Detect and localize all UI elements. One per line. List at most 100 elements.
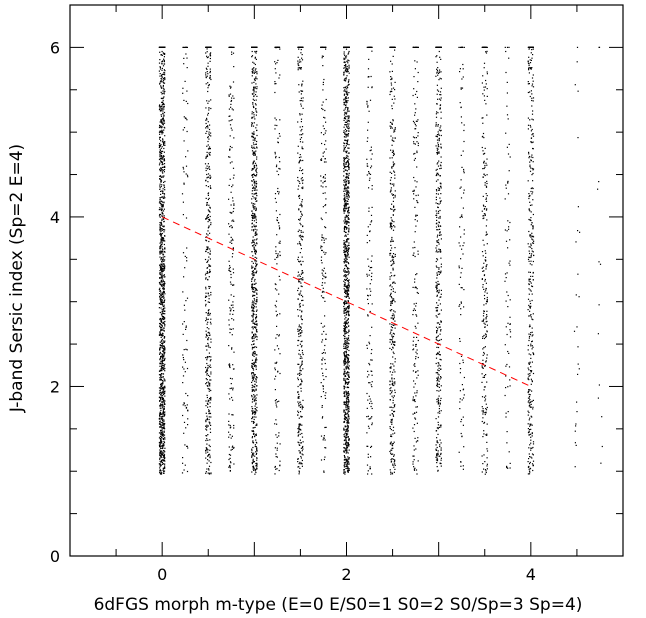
data-point	[162, 376, 164, 378]
data-point	[343, 142, 345, 144]
data-point	[348, 181, 350, 183]
data-point	[208, 309, 210, 311]
data-point	[210, 318, 212, 320]
data-point	[348, 335, 350, 337]
data-point	[348, 163, 350, 165]
data-point	[159, 453, 161, 455]
data-point	[161, 301, 163, 303]
data-point	[208, 107, 210, 109]
data-point	[185, 117, 187, 120]
data-point	[321, 405, 323, 407]
data-point	[345, 142, 347, 144]
data-point	[251, 471, 253, 473]
data-point	[347, 321, 349, 323]
data-point	[344, 326, 346, 329]
data-point	[255, 108, 257, 110]
data-point	[369, 99, 372, 101]
data-point	[159, 349, 161, 351]
data-point	[301, 187, 303, 189]
data-point	[255, 433, 257, 435]
data-point	[343, 345, 345, 347]
data-point	[346, 378, 348, 380]
data-point	[366, 344, 368, 346]
data-point	[161, 395, 163, 397]
data-point	[344, 185, 346, 187]
data-point	[251, 337, 253, 339]
data-point	[300, 103, 302, 105]
data-point	[301, 147, 303, 150]
data-point	[185, 156, 187, 158]
data-point	[252, 309, 254, 311]
data-point	[368, 171, 370, 173]
data-point	[162, 390, 164, 392]
data-point	[348, 306, 350, 308]
data-point	[343, 395, 345, 397]
data-point	[252, 204, 254, 206]
data-point	[343, 251, 345, 253]
data-point	[160, 409, 162, 411]
data-point	[160, 436, 162, 438]
data-point	[205, 132, 207, 134]
data-point	[371, 349, 373, 351]
data-point	[348, 315, 350, 317]
data-point	[323, 239, 325, 241]
data-point	[164, 403, 166, 405]
data-point	[207, 403, 209, 405]
data-point	[348, 227, 350, 229]
data-point	[276, 217, 278, 219]
data-point	[345, 151, 347, 153]
data-point	[254, 268, 256, 270]
data-point	[233, 463, 235, 465]
data-point	[348, 310, 350, 312]
data-point	[344, 357, 346, 359]
data-point	[183, 63, 185, 65]
data-point	[206, 419, 208, 421]
data-point	[343, 162, 345, 165]
data-point	[254, 408, 256, 410]
data-point	[297, 275, 299, 277]
data-point	[161, 345, 163, 347]
data-point	[348, 158, 350, 161]
data-point	[160, 54, 162, 56]
data-point	[228, 453, 230, 456]
data-point	[254, 435, 256, 437]
data-point	[162, 411, 164, 413]
data-point	[252, 316, 254, 318]
data-point	[345, 449, 347, 451]
data-point	[209, 346, 211, 349]
data-point	[162, 280, 164, 282]
data-point	[297, 435, 299, 437]
data-point	[347, 139, 349, 141]
data-point	[300, 231, 302, 233]
data-point	[301, 436, 304, 438]
data-point	[369, 173, 372, 175]
data-point	[255, 358, 257, 360]
data-point	[206, 233, 208, 235]
data-point	[160, 125, 162, 127]
data-point	[344, 340, 347, 342]
data-point	[346, 102, 348, 104]
data-point	[343, 288, 345, 290]
data-point	[255, 330, 258, 332]
data-point	[301, 424, 303, 426]
data-point	[275, 300, 278, 302]
data-point	[344, 275, 346, 277]
data-point	[251, 125, 253, 127]
data-point	[253, 365, 255, 367]
data-point	[163, 352, 165, 354]
data-point	[345, 220, 347, 222]
data-point	[345, 437, 347, 439]
data-point	[162, 163, 164, 165]
data-point	[344, 54, 346, 56]
data-point	[346, 361, 348, 363]
data-point	[302, 441, 304, 443]
data-point	[366, 242, 368, 244]
data-point	[299, 113, 301, 115]
data-point	[346, 188, 348, 190]
data-point	[252, 430, 254, 432]
data-point	[163, 378, 165, 380]
data-point	[393, 341, 395, 343]
data-point	[159, 270, 161, 272]
data-point	[163, 405, 165, 408]
data-point	[324, 359, 326, 361]
